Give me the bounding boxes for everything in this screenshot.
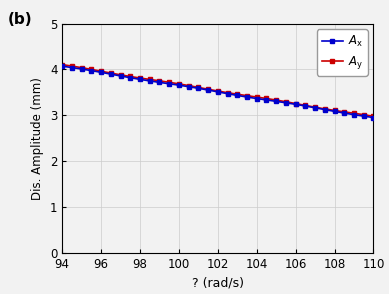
$\mathit{A}_{\mathrm{y}}$ (303, 104, 308, 107)
$\mathit{A}_{\mathrm{x}}$ (157, 81, 162, 84)
$\mathit{A}_{\mathrm{y}}$ (196, 86, 201, 89)
$\mathit{A}_{\mathrm{y}}$ (352, 111, 356, 115)
$\mathit{A}_{\mathrm{y}}$ (167, 81, 172, 84)
$\mathit{A}_{\mathrm{x}}$ (138, 78, 142, 81)
Line: $\mathit{A}_{\mathrm{x}}$: $\mathit{A}_{\mathrm{x}}$ (61, 64, 375, 119)
$\mathit{A}_{\mathrm{x}}$ (303, 104, 308, 108)
$\mathit{A}_{\mathrm{x}}$ (128, 76, 133, 79)
$\mathit{A}_{\mathrm{y}}$ (138, 76, 142, 80)
$\mathit{A}_{\mathrm{y}}$ (216, 89, 220, 93)
$\mathit{A}_{\mathrm{y}}$ (206, 88, 210, 91)
$\mathit{A}_{\mathrm{x}}$ (99, 71, 103, 74)
$\mathit{A}_{\mathrm{x}}$ (206, 88, 210, 92)
$\mathit{A}_{\mathrm{x}}$ (118, 74, 123, 78)
$\mathit{A}_{\mathrm{y}}$ (361, 113, 366, 116)
$\mathit{A}_{\mathrm{y}}$ (225, 91, 230, 94)
$\mathit{A}_{\mathrm{x}}$ (264, 98, 269, 102)
$\mathit{A}_{\mathrm{x}}$ (60, 64, 65, 68)
$\mathit{A}_{\mathrm{x}}$ (322, 108, 327, 111)
$\mathit{A}_{\mathrm{x}}$ (216, 90, 220, 93)
$\mathit{A}_{\mathrm{x}}$ (196, 86, 201, 90)
$\mathit{A}_{\mathrm{y}}$ (89, 68, 94, 71)
$\mathit{A}_{\mathrm{y}}$ (70, 64, 74, 68)
$\mathit{A}_{\mathrm{x}}$ (89, 69, 94, 72)
$\mathit{A}_{\mathrm{y}}$ (293, 102, 298, 105)
Y-axis label: Dis. Amplitude (mm): Dis. Amplitude (mm) (32, 77, 44, 200)
$\mathit{A}_{\mathrm{y}}$ (332, 109, 337, 112)
$\mathit{A}_{\mathrm{x}}$ (109, 72, 113, 76)
$\mathit{A}_{\mathrm{y}}$ (79, 66, 84, 69)
$\mathit{A}_{\mathrm{x}}$ (274, 100, 279, 103)
$\mathit{A}_{\mathrm{y}}$ (147, 78, 152, 81)
$\mathit{A}_{\mathrm{y}}$ (264, 97, 269, 100)
$\mathit{A}_{\mathrm{y}}$ (254, 95, 259, 99)
$\mathit{A}_{\mathrm{y}}$ (322, 107, 327, 111)
$\mathit{A}_{\mathrm{x}}$ (254, 97, 259, 100)
$\mathit{A}_{\mathrm{x}}$ (245, 95, 249, 99)
$\mathit{A}_{\mathrm{y}}$ (342, 110, 347, 114)
$\mathit{A}_{\mathrm{x}}$ (342, 111, 347, 115)
$\mathit{A}_{\mathrm{y}}$ (371, 114, 376, 118)
$\mathit{A}_{\mathrm{x}}$ (167, 82, 172, 86)
Line: $\mathit{A}_{\mathrm{y}}$: $\mathit{A}_{\mathrm{y}}$ (61, 63, 375, 118)
$\mathit{A}_{\mathrm{y}}$ (274, 98, 279, 102)
$\mathit{A}_{\mathrm{x}}$ (79, 67, 84, 71)
$\mathit{A}_{\mathrm{x}}$ (352, 113, 356, 116)
$\mathit{A}_{\mathrm{y}}$ (99, 69, 103, 73)
$\mathit{A}_{\mathrm{y}}$ (60, 63, 65, 66)
$\mathit{A}_{\mathrm{x}}$ (361, 114, 366, 118)
$\mathit{A}_{\mathrm{y}}$ (128, 75, 133, 78)
X-axis label: ? (rad/s): ? (rad/s) (192, 276, 244, 289)
$\mathit{A}_{\mathrm{y}}$ (235, 93, 240, 96)
$\mathit{A}_{\mathrm{x}}$ (177, 83, 181, 87)
$\mathit{A}_{\mathrm{x}}$ (284, 101, 288, 105)
$\mathit{A}_{\mathrm{y}}$ (157, 79, 162, 83)
$\mathit{A}_{\mathrm{y}}$ (186, 84, 191, 87)
$\mathit{A}_{\mathrm{y}}$ (109, 71, 113, 75)
$\mathit{A}_{\mathrm{x}}$ (332, 110, 337, 113)
$\mathit{A}_{\mathrm{y}}$ (245, 94, 249, 97)
$\mathit{A}_{\mathrm{x}}$ (235, 94, 240, 97)
$\mathit{A}_{\mathrm{x}}$ (147, 79, 152, 83)
$\mathit{A}_{\mathrm{x}}$ (313, 106, 317, 110)
Legend: $\mathit{A}_{\mathrm{x}}$, $\mathit{A}_{\mathrm{y}}$: $\mathit{A}_{\mathrm{x}}$, $\mathit{A}_{… (317, 29, 368, 76)
$\mathit{A}_{\mathrm{y}}$ (118, 73, 123, 77)
$\mathit{A}_{\mathrm{x}}$ (225, 92, 230, 96)
$\mathit{A}_{\mathrm{x}}$ (186, 85, 191, 88)
$\mathit{A}_{\mathrm{x}}$ (70, 66, 74, 69)
$\mathit{A}_{\mathrm{y}}$ (284, 100, 288, 103)
$\mathit{A}_{\mathrm{y}}$ (177, 82, 181, 86)
$\mathit{A}_{\mathrm{x}}$ (293, 103, 298, 106)
$\mathit{A}_{\mathrm{y}}$ (313, 106, 317, 109)
Text: (b): (b) (8, 12, 32, 27)
$\mathit{A}_{\mathrm{x}}$ (371, 116, 376, 119)
